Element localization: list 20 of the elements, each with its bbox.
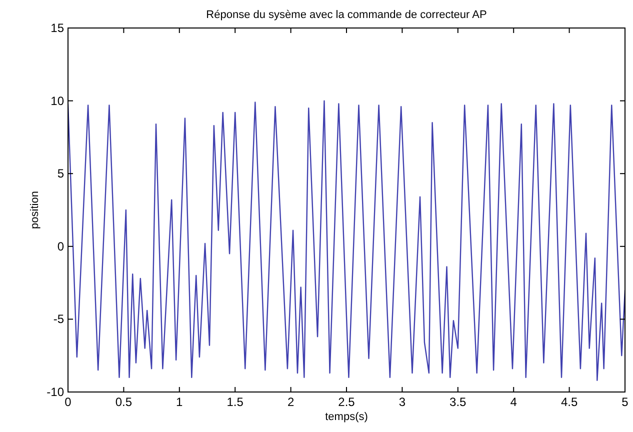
x-tick-label: 1 <box>176 395 184 409</box>
x-axis-title: temps(s) <box>325 411 368 423</box>
x-tick-label: 5 <box>622 395 629 409</box>
x-tick-label: 2.5 <box>338 395 356 409</box>
x-tick-label: 3 <box>398 395 406 409</box>
y-axis-title: position <box>29 191 41 229</box>
chart-title: Réponse du sysème avec la commande de correcteur AP <box>206 9 487 21</box>
x-tick-label: 4 <box>510 395 518 409</box>
x-tick-label: 2 <box>287 395 294 409</box>
y-tick-label: -5 <box>53 312 64 326</box>
y-tick-label: 15 <box>50 21 64 35</box>
x-tick-label: 3.5 <box>450 395 467 409</box>
line-series <box>68 100 625 381</box>
y-tick-label: -10 <box>46 385 64 399</box>
y-tick-label: 5 <box>57 166 64 181</box>
y-tick-label: 10 <box>50 94 64 108</box>
x-tick-label: 0.5 <box>115 395 132 409</box>
x-tick-label: 4.5 <box>560 395 578 409</box>
y-tick-label: 0 <box>57 239 64 254</box>
x-tick-label: 1.5 <box>226 395 244 409</box>
